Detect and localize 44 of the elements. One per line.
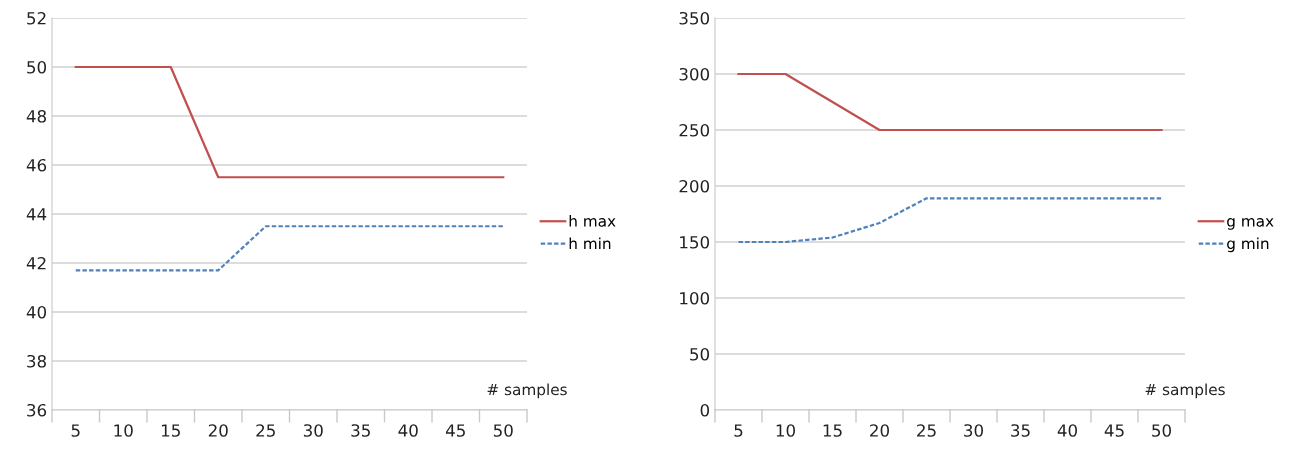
- y-tick-label: 42: [26, 256, 46, 270]
- legend-label: g min: [1227, 237, 1269, 253]
- x-tick-label: 45: [1104, 424, 1124, 437]
- y-tick-label: 52: [27, 11, 46, 25]
- x-tick-label: 35: [1011, 424, 1030, 437]
- legend-label: h min: [569, 237, 611, 250]
- y-tick-label: 40: [26, 305, 47, 319]
- line-series: [737, 197, 1163, 244]
- y-tick-label: 350: [679, 11, 710, 25]
- x-tick-label: 40: [398, 424, 418, 437]
- x-tick-label: 45: [445, 424, 465, 437]
- x-tick-label: 10: [114, 424, 133, 437]
- y-tick-label: 100: [680, 291, 710, 305]
- y-tick-label: 300: [679, 67, 710, 81]
- x-tick-label: 30: [964, 424, 983, 437]
- x-tick-label: 40: [1057, 424, 1077, 437]
- y-tick-label: 38: [27, 354, 46, 368]
- x-tick-label: 25: [917, 424, 936, 437]
- y-tick-label: 200: [679, 179, 710, 193]
- y-tick-label: 250: [679, 123, 710, 137]
- y-tick-label: 48: [26, 109, 46, 123]
- x-tick-label: 50: [1152, 424, 1171, 437]
- x-tick-label: 20: [208, 424, 228, 437]
- x-tick-label: 50: [493, 424, 513, 437]
- x-tick-label: 15: [823, 424, 842, 437]
- x-tick-label: 20: [870, 424, 889, 437]
- x-tick-label: 5: [71, 424, 80, 437]
- x-tick-label: 30: [303, 424, 323, 437]
- x-tick-label: 35: [351, 424, 370, 437]
- y-tick-label: 36: [27, 403, 47, 417]
- legend-label: h max: [569, 214, 616, 227]
- x-axis-title: # samples: [1145, 383, 1225, 399]
- x-tick-label: 25: [256, 424, 275, 437]
- y-tick-label: 50: [690, 347, 710, 361]
- y-tick-label: 0: [700, 403, 710, 417]
- y-tick-label: 150: [680, 235, 710, 249]
- y-tick-label: 44: [26, 208, 47, 221]
- x-tick-label: 10: [776, 424, 795, 437]
- y-tick-label: 46: [26, 158, 47, 172]
- x-tick-label: 15: [161, 424, 180, 437]
- x-axis-title: # samples: [487, 383, 567, 399]
- x-tick-label: 5: [734, 424, 743, 437]
- legend-label: g max: [1227, 218, 1274, 230]
- y-tick-label: 50: [27, 60, 47, 74]
